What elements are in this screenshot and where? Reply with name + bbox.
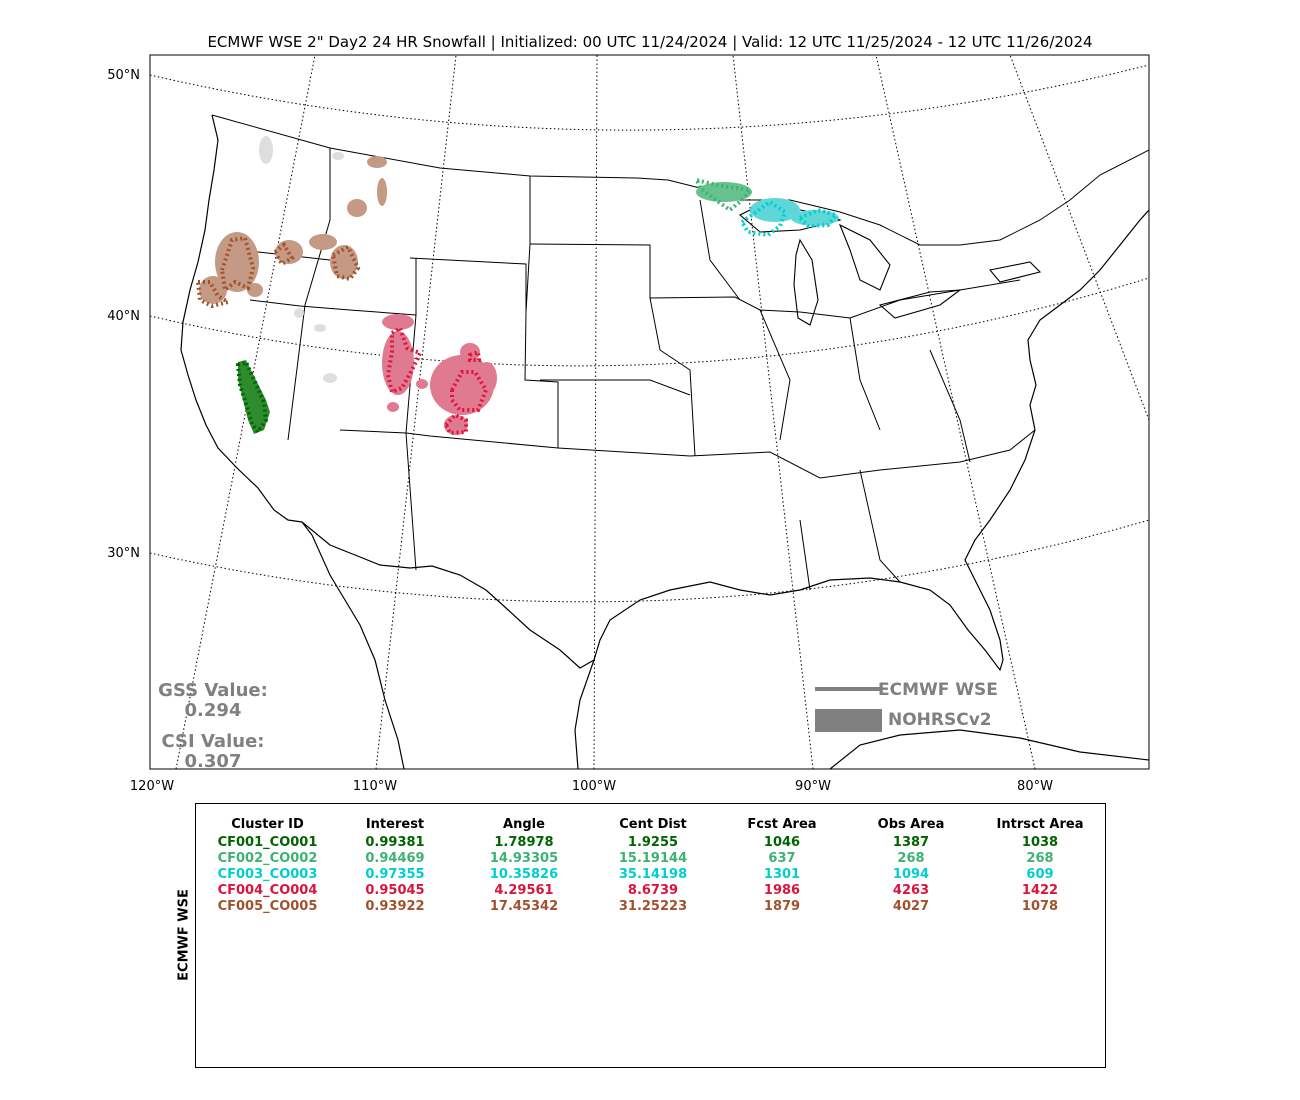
stats-table-panel: [195, 803, 1106, 1068]
table-side-label: ECMWF WSE: [176, 889, 192, 981]
table-row: CF004_CO004 0.95045 4.29561 8.6739 1986 4263 1…: [205, 882, 1104, 898]
table-cell: 4.29561: [494, 882, 554, 898]
table-cell: 4027: [892, 898, 930, 914]
coastline: [180, 114, 1149, 769]
legend-observed-swatch: [815, 709, 882, 732]
table-row: CF003_CO003 0.97355 10.35826 35.14198 1301 10…: [205, 866, 1104, 882]
lat-label-50: 50°N: [107, 68, 140, 83]
table-cell: 15.19144: [618, 850, 688, 866]
table-cell: 35.14198: [618, 866, 688, 882]
lon-label-90: 90°W: [795, 779, 831, 794]
table-cell: 1.9255: [627, 834, 679, 850]
table-cell: 0.94469: [365, 850, 425, 866]
table-cell: 1078: [1021, 898, 1059, 914]
header-angle: Angle: [503, 816, 545, 832]
legend-forecast-label: ECMWF WSE: [878, 680, 998, 700]
chart-title: ECMWF WSE 2" Day2 24 HR Snowfall | Initi…: [207, 33, 1093, 51]
border-lines: [211, 114, 1149, 591]
lat-label-30: 30°N: [107, 546, 140, 561]
lon-label-100: 100°W: [572, 779, 616, 794]
table-cell: 268: [897, 850, 925, 866]
table-cell: 268: [1026, 850, 1054, 866]
table-cell: CF002_CO002: [217, 850, 318, 866]
cluster-stats-table: Cluster ID Interest Angle Cent Dist Fcst…: [205, 814, 1104, 914]
table-header-row: Cluster ID Interest Angle Cent Dist Fcst…: [205, 814, 1104, 834]
graticule: [150, 55, 1149, 769]
header-cent-dist: Cent Dist: [619, 816, 687, 832]
table-row: CF001_CO001 0.99381 1.78978 1.9255 1046 1387 1…: [205, 834, 1104, 850]
table-cell: 1879: [763, 898, 801, 914]
table-cell: CF004_CO004: [217, 882, 318, 898]
map-content: [150, 55, 1149, 769]
lon-label-110: 110°W: [353, 779, 397, 794]
table-cell: 1038: [1021, 834, 1059, 850]
table-cell: 1301: [763, 866, 801, 882]
table-cell: 8.6739: [627, 882, 679, 898]
table-cell: 1094: [892, 866, 930, 882]
table-cell: 31.25223: [618, 898, 688, 914]
table-cell: 0.97355: [365, 866, 425, 882]
header-interest: Interest: [365, 816, 425, 832]
table-cell: 0.93922: [365, 898, 425, 914]
table-cell: 637: [768, 850, 796, 866]
table-cell: 4263: [892, 882, 930, 898]
gss-value: 0.294: [185, 700, 242, 721]
table-cell: 0.95045: [365, 882, 425, 898]
table-row: CF005_CO005 0.93922 17.45342 31.25223 1879 40…: [205, 898, 1104, 914]
table-cell: 0.99381: [365, 834, 425, 850]
table-cell: 1422: [1021, 882, 1059, 898]
csi-value: 0.307: [185, 751, 242, 772]
cf003-observed-snow: [750, 198, 839, 226]
header-cluster-id: Cluster ID: [231, 816, 304, 832]
header-obs-area: Obs Area: [877, 816, 945, 832]
cf005-forecast-outline: [195, 235, 361, 309]
header-intrsct-area: Intrsct Area: [996, 816, 1084, 832]
table-cell: 1387: [892, 834, 930, 850]
gss-label: GSS Value:: [158, 680, 268, 701]
table-cell: CF005_CO005: [217, 898, 318, 914]
map-panel: [149, 54, 1150, 770]
table-cell: 14.93305: [489, 850, 559, 866]
table-cell: 1046: [763, 834, 801, 850]
lon-label-120: 120°W: [130, 779, 174, 794]
table-cell: 10.35826: [489, 866, 559, 882]
lat-label-40: 40°N: [107, 309, 140, 324]
cf001-forecast-outline: [235, 359, 269, 436]
table-cell: 609: [1026, 866, 1054, 882]
csi-label: CSI Value:: [162, 731, 265, 752]
cf004-forecast-outline: [385, 324, 489, 436]
table-cell: 1.78978: [494, 834, 554, 850]
table-cell: CF001_CO001: [217, 834, 318, 850]
table-row: CF002_CO002 0.94469 14.93305 15.19144 637 268…: [205, 850, 1104, 866]
cf003-forecast-outline: [739, 199, 840, 238]
cf002-forecast-outline: [693, 177, 754, 213]
header-fcst-area: Fcst Area: [747, 816, 817, 832]
cf001-observed-snow: [238, 360, 270, 434]
table-cell: CF003_CO003: [217, 866, 318, 882]
table-cell: 17.45342: [489, 898, 559, 914]
table-cell: 1986: [763, 882, 801, 898]
lon-label-80: 80°W: [1017, 779, 1053, 794]
legend-observed-label: NOHRSCv2: [888, 710, 992, 730]
unmatched-snow-patches: [259, 136, 344, 383]
